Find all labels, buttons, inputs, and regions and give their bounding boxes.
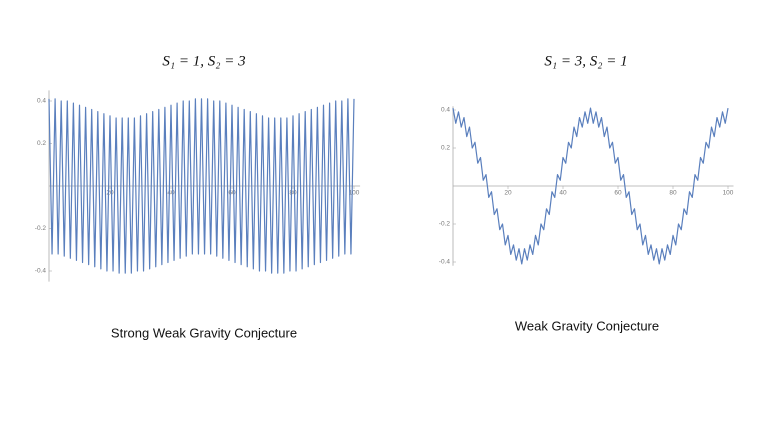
x-tick-label: 60 — [614, 190, 622, 197]
y-tick-label: 0.4 — [37, 98, 46, 105]
x-tick-label: 60 — [228, 190, 236, 197]
data-line — [452, 107, 729, 265]
data-line — [48, 98, 355, 274]
x-tick-label: 40 — [167, 190, 175, 197]
x-tick-label: 20 — [106, 190, 114, 197]
caption: Weak Gravity Conjecture — [515, 318, 659, 333]
y-tick-label: -0.4 — [439, 259, 451, 266]
x-tick-label: 80 — [669, 190, 677, 197]
x-tick-label: 20 — [504, 190, 512, 197]
x-tick-label: 40 — [559, 190, 567, 197]
chart-title: S₁ = 1, S₂ = 3 — [162, 53, 245, 69]
chart-title: S₁ = 3, S₂ = 1 — [544, 53, 627, 69]
y-tick-label: 0.2 — [37, 140, 46, 147]
x-tick-label: 100 — [723, 190, 734, 197]
y-tick-label: -0.4 — [35, 268, 47, 275]
y-tick-label: -0.2 — [35, 225, 47, 232]
x-tick-label: 80 — [289, 190, 297, 197]
caption: Strong Weak Gravity Conjecture — [111, 325, 297, 340]
y-tick-label: 0.2 — [441, 145, 450, 152]
y-tick-label: 0.4 — [441, 107, 450, 114]
x-tick-label: 100 — [349, 190, 360, 197]
y-tick-label: -0.2 — [439, 221, 451, 228]
